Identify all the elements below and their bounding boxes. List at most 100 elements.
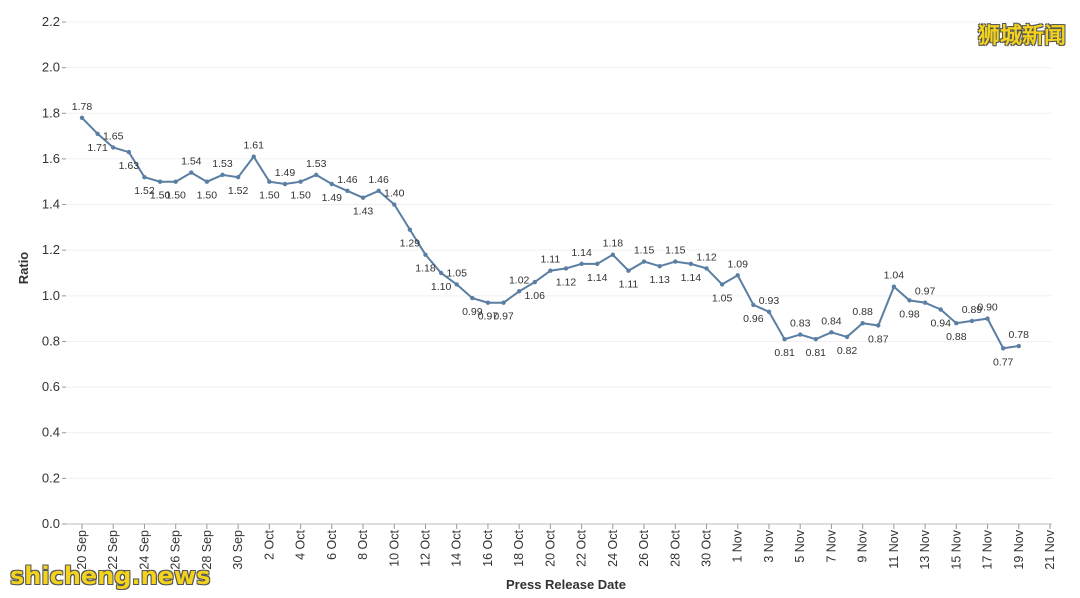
x-tick-label: 8 Oct xyxy=(356,529,370,559)
x-tick-label: 20 Sep xyxy=(75,530,89,570)
data-label: 0.82 xyxy=(837,345,858,357)
data-point xyxy=(376,188,381,194)
y-axis-title: Ratio xyxy=(16,252,31,285)
data-point xyxy=(235,174,241,180)
data-label: 1.14 xyxy=(681,272,702,284)
x-tick-label: 20 Oct xyxy=(543,529,557,566)
data-label: 1.06 xyxy=(525,290,546,302)
x-tick-label: 16 Oct xyxy=(481,529,495,566)
data-label: 0.87 xyxy=(868,333,889,345)
data-point xyxy=(954,321,959,326)
data-point xyxy=(579,261,584,267)
data-label: 1.15 xyxy=(665,245,686,257)
data-point xyxy=(844,334,850,340)
data-label: 1.52 xyxy=(228,185,249,197)
data-label: 1.40 xyxy=(384,188,405,200)
data-label: 1.11 xyxy=(541,254,561,266)
data-point xyxy=(610,252,616,257)
x-tick-label: 30 Sep xyxy=(231,530,245,570)
data-point xyxy=(704,266,709,271)
y-tick-label: 1.2 xyxy=(42,242,60,257)
x-tick-label: 15 Nov xyxy=(949,529,963,569)
data-label: 1.50 xyxy=(290,190,311,202)
data-label: 0.97 xyxy=(915,286,936,298)
x-tick-label: 22 Sep xyxy=(106,530,120,570)
grid-lines xyxy=(66,21,1052,525)
data-point xyxy=(719,282,725,287)
x-tick-label: 4 Oct xyxy=(294,529,308,559)
x-axis: 20 Sep 22 Sep 24 Sep 26 Sep 28 Sep 30 Sep 2 Oc… xyxy=(66,523,1057,570)
data-label: 1.50 xyxy=(259,190,280,202)
data-labels: 1.781.711.651.631.521.501.501.541.501.53… xyxy=(72,101,1029,368)
data-point xyxy=(673,259,678,264)
data-point xyxy=(392,202,397,207)
data-label: 1.04 xyxy=(884,270,905,282)
x-tick-label: 26 Sep xyxy=(169,530,183,570)
watermark-top-right: 狮城新闻 xyxy=(977,24,1066,49)
x-tick-label: 18 Oct xyxy=(512,529,526,566)
data-point xyxy=(204,179,210,184)
data-label: 1.14 xyxy=(587,272,608,284)
data-label: 1.43 xyxy=(353,206,374,218)
data-label: 1.54 xyxy=(181,156,202,168)
y-tick-label: 0.2 xyxy=(42,470,60,485)
data-label: 1.50 xyxy=(165,190,186,202)
data-point xyxy=(829,330,834,335)
data-point xyxy=(313,172,319,178)
x-tick-label: 22 Oct xyxy=(575,529,589,566)
x-tick-label: 6 Oct xyxy=(325,529,339,559)
data-label: 0.83 xyxy=(790,318,811,330)
data-label: 0.99 xyxy=(462,306,483,318)
data-label: 1.12 xyxy=(696,251,717,263)
x-tick-label: 2 Oct xyxy=(262,529,276,559)
y-tick-label: 1.6 xyxy=(42,151,60,166)
data-label: 0.84 xyxy=(821,315,842,327)
data-point xyxy=(454,282,459,287)
x-tick-label: 12 Oct xyxy=(418,529,432,566)
x-tick-label: 24 Sep xyxy=(137,530,151,570)
x-tick-label: 26 Oct xyxy=(637,529,651,566)
data-point xyxy=(438,270,444,276)
data-label: 0.97 xyxy=(493,311,514,323)
data-label: 1.12 xyxy=(556,276,577,288)
x-tick-label: 3 Nov xyxy=(762,529,776,562)
x-tick-label: 13 Nov xyxy=(918,529,932,569)
x-axis-title: Press Release Date xyxy=(506,577,626,592)
data-label: 1.05 xyxy=(446,267,467,279)
y-tick-label: 1.8 xyxy=(42,105,60,120)
data-point xyxy=(891,284,897,289)
data-point xyxy=(876,323,881,328)
data-point xyxy=(79,115,85,121)
data-point xyxy=(126,149,132,155)
data-label: 1.49 xyxy=(322,192,343,204)
data-point xyxy=(688,261,694,267)
y-axis: 0.0 0.2 0.4 0.6 0.8 1.0 1.2 1.4 1.6 1.8 2.0 2.2 xyxy=(42,14,66,531)
x-tick-label: 19 Nov xyxy=(1012,529,1026,569)
data-label: 1.10 xyxy=(431,281,452,293)
data-point xyxy=(1000,346,1006,351)
x-tick-label: 5 Nov xyxy=(793,529,807,562)
data-point xyxy=(516,289,522,294)
x-tick-label: 10 Oct xyxy=(387,529,401,566)
data-point xyxy=(657,263,662,269)
data-label: 1.53 xyxy=(212,158,233,170)
data-label: 1.78 xyxy=(72,101,93,113)
data-point xyxy=(157,179,163,184)
data-point xyxy=(329,181,335,187)
y-tick-label: 0.4 xyxy=(42,425,60,440)
x-tick-label: 17 Nov xyxy=(981,529,995,569)
data-label: 1.18 xyxy=(415,263,436,275)
data-point xyxy=(985,316,990,321)
data-label: 1.18 xyxy=(603,238,624,250)
data-point xyxy=(641,259,647,264)
y-tick-label: 0.6 xyxy=(42,379,60,394)
data-label: 1.50 xyxy=(150,190,171,202)
x-tick-label: 9 Nov xyxy=(856,529,870,562)
data-point xyxy=(563,266,569,271)
data-label: 1.29 xyxy=(400,238,421,250)
data-label: 0.93 xyxy=(759,295,780,307)
data-label: 0.81 xyxy=(774,347,795,359)
data-label: 1.11 xyxy=(619,279,639,291)
data-point xyxy=(626,268,631,273)
x-tick-label: 14 Oct xyxy=(450,529,464,566)
